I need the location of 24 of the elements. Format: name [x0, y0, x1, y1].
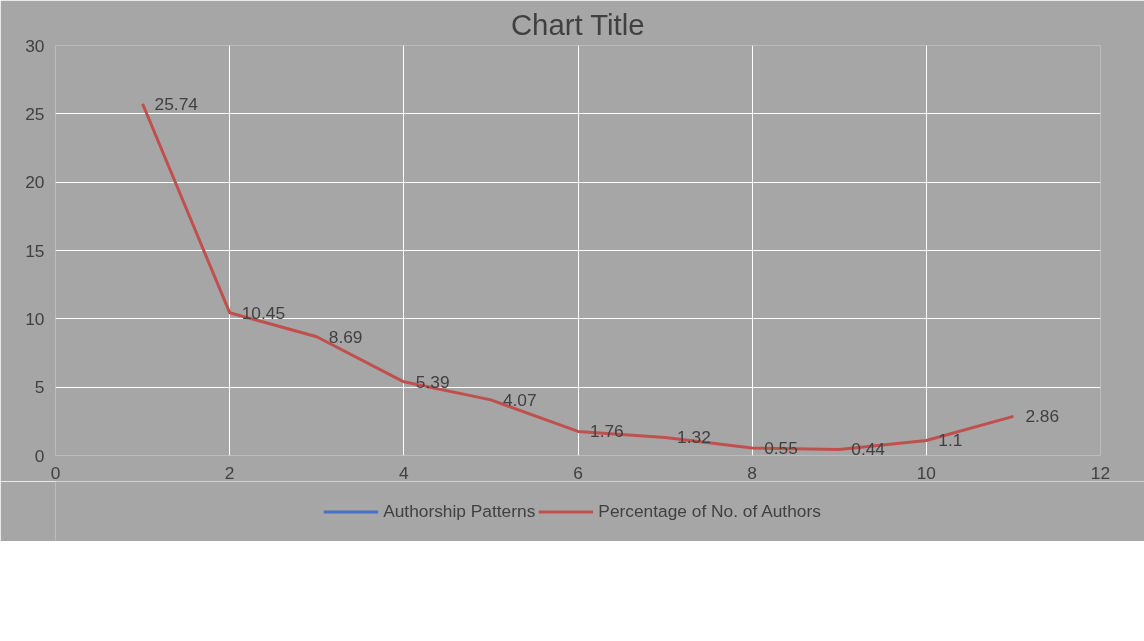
data-label: 1.1	[938, 430, 963, 451]
y-tick-label: 20	[25, 172, 45, 193]
data-label: 4.07	[502, 389, 537, 410]
legend-label: Authorship Patterns	[383, 500, 536, 522]
data-label: 10.45	[241, 302, 286, 323]
x-tick-label: 6	[573, 462, 583, 483]
x-tick-label: 2	[224, 462, 235, 483]
y-tick-label: 0	[34, 445, 45, 466]
x-tick-label: 10	[916, 462, 936, 483]
x-tick-label: 8	[747, 462, 757, 483]
chart-title: Chart Title	[510, 7, 645, 41]
x-tick-label: 0	[50, 462, 61, 483]
data-label: 5.39	[415, 371, 450, 392]
data-label: 8.69	[328, 326, 363, 347]
legend-label: Percentage of No. of Authors	[598, 500, 821, 522]
y-tick-label: 25	[25, 103, 45, 124]
data-label: 25.74	[154, 93, 199, 114]
y-tick-label: 5	[34, 377, 45, 398]
y-tick-label: 10	[25, 308, 45, 329]
y-tick-label: 15	[25, 240, 45, 261]
x-tick-label: 12	[1090, 462, 1111, 483]
data-label: 2.86	[1025, 406, 1060, 427]
x-tick-label: 4	[399, 462, 410, 483]
y-tick-label: 30	[25, 35, 45, 56]
